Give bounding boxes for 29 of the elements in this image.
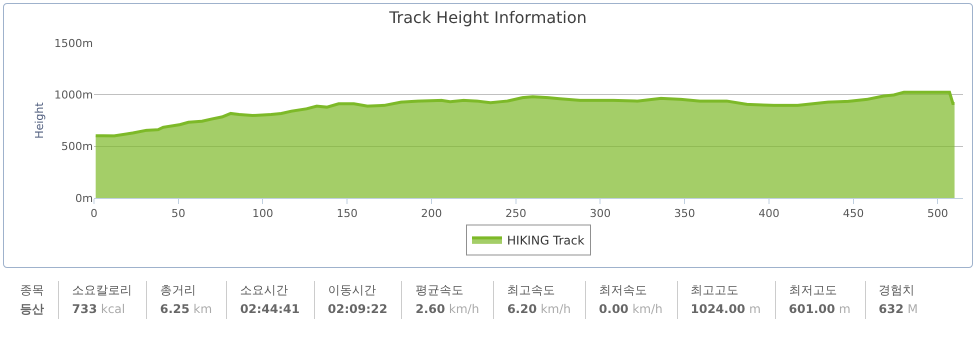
text: 소요시간 02:44:41 [240, 282, 300, 316]
x-tick-label: 150 [336, 207, 358, 220]
x-tick-label: 450 [842, 207, 864, 220]
x-tick-label: 250 [505, 207, 526, 220]
text: 총거리 6.25 km [160, 282, 212, 316]
x-tick-label: 50 [171, 207, 186, 220]
y-tick-label: 500m [61, 140, 93, 154]
x-tick-label: 200 [420, 207, 442, 220]
x-tick-label: 500 [927, 207, 948, 220]
y-tick-label: 1500m [54, 36, 93, 50]
x-tick-label: 400 [758, 207, 780, 220]
text: 최저고도 601.00 m [788, 282, 851, 316]
x-tick-label: 350 [674, 207, 696, 220]
text: 최고고도 1024.00 m [690, 282, 761, 316]
y-tick-label: 0m [75, 192, 93, 205]
x-tick-label: 300 [590, 207, 611, 220]
y-tick-label: 1000m [54, 88, 93, 102]
text: 소요칼로리 733 kcal [72, 282, 132, 316]
text: 종목 등산 [20, 282, 44, 316]
text: 최고속도 6.20 km/h [507, 282, 571, 316]
y-axis-title: Height [32, 102, 46, 139]
x-tick-label: 0 [90, 207, 98, 220]
text: 이동시간 02:09:22 [328, 282, 388, 316]
x-tick-label: 100 [252, 207, 274, 220]
chart-title: Track Height Information [388, 8, 587, 28]
text: 평균속도 2.60 km/h [415, 282, 480, 316]
text: 최저속도 0.00 km/h [598, 282, 663, 316]
text: 경험치 632 M [878, 282, 918, 316]
legend-label: HIKING Track [507, 234, 585, 248]
